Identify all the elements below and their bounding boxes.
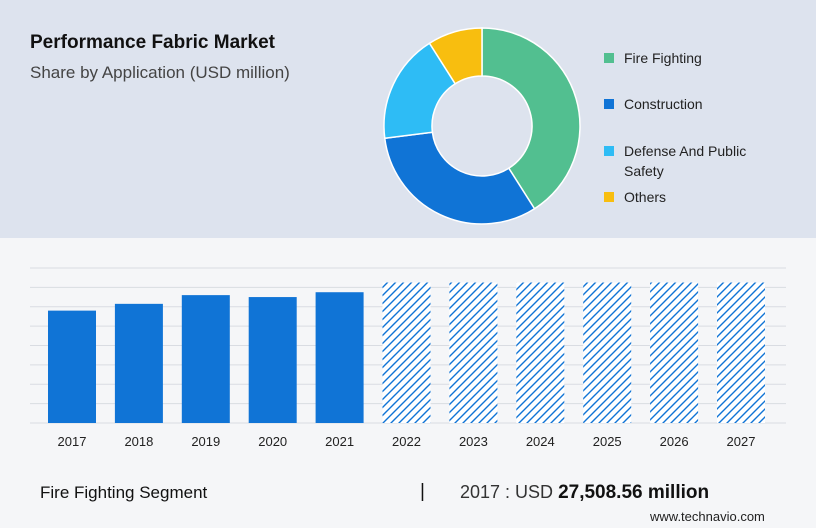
bar-2021 <box>315 292 364 423</box>
x-tick-label-2020: 2020 <box>258 434 287 449</box>
legend-swatch-fire-fighting <box>604 53 614 63</box>
footer-separator: | <box>420 481 425 502</box>
chart-title: Performance Fabric Market <box>30 32 275 53</box>
bar-chart: 2017 2018 2019 2020 2021 2022 2023 2024 2025 2026… <box>30 267 786 449</box>
donut-slice-construction <box>383 131 536 225</box>
donut-slice-others <box>428 27 483 85</box>
legend-item-defense: Defense And Public Safety <box>604 141 784 181</box>
legend-item-others: Others <box>604 187 784 207</box>
footer-value-amount: 27,508.56 million <box>558 482 710 503</box>
bar-2023-forecast <box>449 282 498 423</box>
legend-swatch-defense <box>604 146 614 156</box>
bar-2019 <box>181 295 230 423</box>
legend-label-construction: Construction <box>624 96 703 112</box>
bar-2020 <box>248 297 297 423</box>
legend-swatch-others <box>604 192 614 202</box>
legend-label-defense: Defense And Public Safety <box>624 143 747 179</box>
x-tick-label-2027: 2027 <box>727 434 756 449</box>
x-tick-label-2019: 2019 <box>191 434 220 449</box>
bar-2022-forecast <box>382 282 431 423</box>
bar-2026-forecast <box>650 282 699 423</box>
source-url: www.technavio.com <box>650 509 765 524</box>
legend-item-construction: Construction <box>604 94 784 114</box>
bar-2027-forecast <box>717 282 765 423</box>
x-tick-label-2017: 2017 <box>58 434 87 449</box>
donut-chart <box>383 27 581 225</box>
bar-2024-forecast <box>516 282 565 423</box>
x-tick-label-2026: 2026 <box>660 434 689 449</box>
x-tick-label-2025: 2025 <box>593 434 622 449</box>
legend-label-fire-fighting: Fire Fighting <box>624 50 702 66</box>
donut-slice-fire-fighting <box>481 27 581 210</box>
footer-value-prefix: 2017 : USD <box>460 482 559 502</box>
bar-2017 <box>48 310 96 423</box>
footer-value: 2017 : USD 27,508.56 million <box>460 482 709 504</box>
x-tick-label-2021: 2021 <box>325 434 354 449</box>
bar-2018 <box>114 303 163 423</box>
x-tick-label-2022: 2022 <box>392 434 421 449</box>
legend-item-fire-fighting: Fire Fighting <box>604 48 784 68</box>
x-tick-label-2023: 2023 <box>459 434 488 449</box>
x-tick-label-2018: 2018 <box>124 434 153 449</box>
footer-segment-label: Fire Fighting Segment <box>40 483 208 502</box>
legend-label-others: Others <box>624 189 667 205</box>
legend-swatch-construction <box>604 99 614 109</box>
bar-2025-forecast <box>583 282 632 423</box>
x-tick-label-2024: 2024 <box>526 434 555 449</box>
chart-subtitle: Share by Application (USD million) <box>30 63 290 82</box>
